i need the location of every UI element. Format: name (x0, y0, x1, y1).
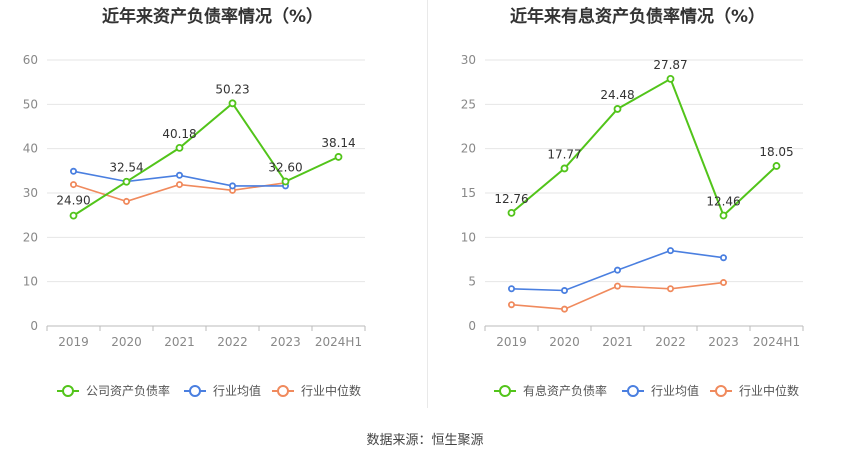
data-point (70, 181, 78, 189)
data-point (175, 171, 183, 179)
data-label: 38.14 (321, 136, 355, 150)
data-point (228, 99, 237, 108)
series-line (72, 101, 339, 217)
legend-item: 行业均值 (184, 383, 261, 398)
data-point (122, 177, 131, 186)
legend-item: 行业中位数 (710, 383, 799, 398)
y-tick-label: 60 (23, 53, 38, 67)
data-point (228, 182, 236, 190)
data-label: 50.23 (215, 82, 249, 96)
legend-label: 行业中位数 (739, 383, 799, 398)
legend-label: 公司资产负债率 (86, 383, 170, 398)
chart-plot-area: 0 10 20 30 40 50 60 2019 2020 2021 2022 2023 2024H1 2… (23, 53, 366, 398)
data-point (507, 208, 516, 217)
legend-label: 行业均值 (651, 383, 699, 398)
y-tick-label: 10 (461, 230, 476, 244)
y-tick-label: 15 (461, 186, 476, 200)
data-point (560, 287, 568, 295)
legend-label: 有息资产负债率 (523, 383, 607, 398)
data-label: 32.60 (268, 160, 302, 174)
y-tick-label: 10 (23, 275, 38, 289)
data-label: 17.77 (547, 147, 581, 161)
x-tick-label: 2023 (270, 335, 301, 349)
legend-swatch-marker (627, 385, 639, 397)
legend-swatch-marker (277, 385, 289, 397)
chart-title: 近年来有息资产负债率情况（%） (509, 7, 766, 27)
panel-divider (427, 0, 428, 408)
data-point (613, 266, 621, 274)
series-line (510, 77, 778, 218)
data-label: 12.76 (494, 192, 528, 206)
data-point (772, 162, 781, 170)
y-tick-label: 5 (468, 275, 476, 289)
x-tick-label: 2024H1 (753, 335, 800, 349)
data-label: 27.87 (653, 58, 687, 72)
y-tick-label: 25 (461, 97, 476, 111)
legend-swatch-marker (715, 385, 727, 397)
data-point (666, 74, 675, 83)
legend-item: 有息资产负债率 (494, 383, 607, 398)
legend-swatch-marker (62, 385, 74, 397)
chart-asset-liability-ratio: 近年来资产负债率情况（%） 0 10 20 30 40 50 60 2019 2020 2021 2… (0, 0, 425, 420)
data-point (123, 197, 131, 205)
data-point (560, 164, 569, 173)
data-point (719, 279, 727, 287)
x-tick-label: 2020 (111, 335, 142, 349)
data-point (666, 247, 674, 255)
legend-item: 公司资产负债率 (57, 383, 170, 398)
x-tick-label: 2022 (217, 335, 248, 349)
legend-item: 行业均值 (622, 383, 699, 398)
data-label: 24.90 (56, 194, 90, 208)
data-label: 32.54 (109, 161, 143, 175)
x-tick-label: 2023 (708, 335, 739, 349)
legend-swatch-marker (189, 385, 201, 397)
legend-label: 行业均值 (213, 383, 261, 398)
data-point (70, 167, 78, 175)
data-label: 40.18 (162, 127, 196, 141)
legend-swatch-marker (499, 385, 511, 397)
y-tick-label: 30 (461, 53, 476, 67)
x-tick-label: 2021 (602, 335, 633, 349)
data-label: 24.48 (600, 88, 634, 102)
data-point (719, 211, 728, 220)
data-point (175, 143, 184, 152)
chart-plot-area: 0 5 10 15 20 25 30 2019 2020 2021 2022 2023 2024H1 12… (461, 53, 804, 398)
data-point (508, 285, 516, 293)
data-point (69, 211, 78, 220)
data-label: 18.05 (759, 145, 793, 159)
data-point (666, 285, 674, 293)
y-tick-label: 50 (23, 97, 38, 111)
y-tick-label: 0 (468, 319, 476, 333)
y-tick-label: 40 (23, 142, 38, 156)
data-point (613, 105, 622, 113)
y-tick-label: 20 (23, 230, 38, 244)
y-tick-label: 0 (30, 319, 38, 333)
data-point (613, 282, 621, 290)
data-point (334, 153, 343, 161)
y-tick-label: 20 (461, 142, 476, 156)
data-label: 12.46 (706, 195, 740, 209)
legend-label: 行业中位数 (301, 383, 361, 398)
data-point (175, 181, 183, 189)
legend-item: 行业中位数 (272, 383, 361, 398)
x-tick-label: 2020 (549, 335, 580, 349)
x-tick-label: 2021 (164, 335, 195, 349)
data-source-note: 数据来源：恒生聚源 (366, 433, 484, 448)
data-point (508, 301, 516, 309)
x-tick-label: 2022 (655, 335, 686, 349)
x-tick-label: 2019 (496, 335, 527, 349)
x-tick-label: 2019 (58, 335, 89, 349)
chart-interest-bearing-liability-ratio: 近年来有息资产负债率情况（%） 0 5 10 15 20 25 30 2019 2020 2021… (425, 0, 850, 420)
data-point (719, 254, 727, 262)
data-point (281, 177, 290, 186)
data-point (560, 305, 568, 313)
x-tick-label: 2024H1 (315, 335, 362, 349)
chart-title: 近年来资产负债率情况（%） (101, 7, 324, 27)
y-tick-label: 30 (23, 186, 38, 200)
